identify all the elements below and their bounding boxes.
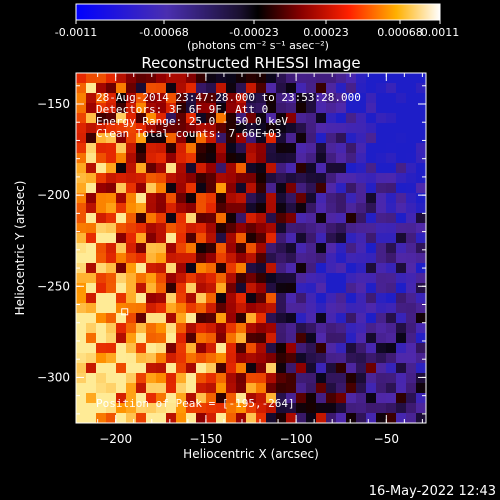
x-tick-label: −100 <box>280 432 313 446</box>
plot-frame <box>75 72 427 424</box>
annotation-line: Detectors: 3F 6F 9F, Att 0 <box>96 103 268 116</box>
annotation-block: 28-Aug-2014 23:47:28.000 to 23:53:28.000… <box>96 91 361 140</box>
x-axis-label: Heliocentric X (arcsec) <box>183 447 319 461</box>
x-tick-label: −200 <box>99 432 132 446</box>
y-tick-label: −250 <box>37 279 70 293</box>
y-axis-label: Heliocentric Y (arcsec) <box>13 181 27 316</box>
peak-marker <box>121 308 129 316</box>
timestamp: 16-May-2022 12:43 <box>369 484 496 499</box>
colorbar-unit-label: (photons cm⁻² s⁻¹ asec⁻²) <box>187 39 329 52</box>
colorbar-tick-label: -0.00023 <box>229 26 278 39</box>
annotation-line: Energy Range: 25.0 - 50.0 keV <box>96 115 288 128</box>
y-tick-label: −200 <box>37 188 70 202</box>
annotation-line: Clean Total counts: 7.66E+03 <box>96 127 281 140</box>
colorbar-tick-label: 0.00023 <box>303 26 349 39</box>
peak-label: Position of Peak = [-195,-264] <box>96 397 295 410</box>
colorbar <box>75 3 441 21</box>
heatmap-image <box>76 73 426 423</box>
x-tick-label: −150 <box>189 432 222 446</box>
colorbar-tick-label: -0.0011 <box>55 26 97 39</box>
annotation-line: 28-Aug-2014 23:47:28.000 to 23:53:28.000 <box>96 91 361 104</box>
x-tick-label: −50 <box>374 432 399 446</box>
x-axis-ticks: −200 −150 −100 −50 <box>97 73 423 446</box>
chart-title: Reconstructed RHESSI Image <box>141 54 360 72</box>
y-tick-label: −150 <box>37 97 70 111</box>
y-tick-label: −300 <box>37 370 70 384</box>
y-axis-ticks: −150 −200 −250 −300 <box>37 85 426 415</box>
colorbar-ticks: -0.0011 -0.00068 -0.00023 0.00023 0.000680.0… <box>55 20 459 39</box>
colorbar-tick-label: 0.0011 <box>421 26 460 39</box>
colorbar-tick-label: 0.00068 <box>377 26 423 39</box>
colorbar-tick-label: -0.00068 <box>139 26 188 39</box>
